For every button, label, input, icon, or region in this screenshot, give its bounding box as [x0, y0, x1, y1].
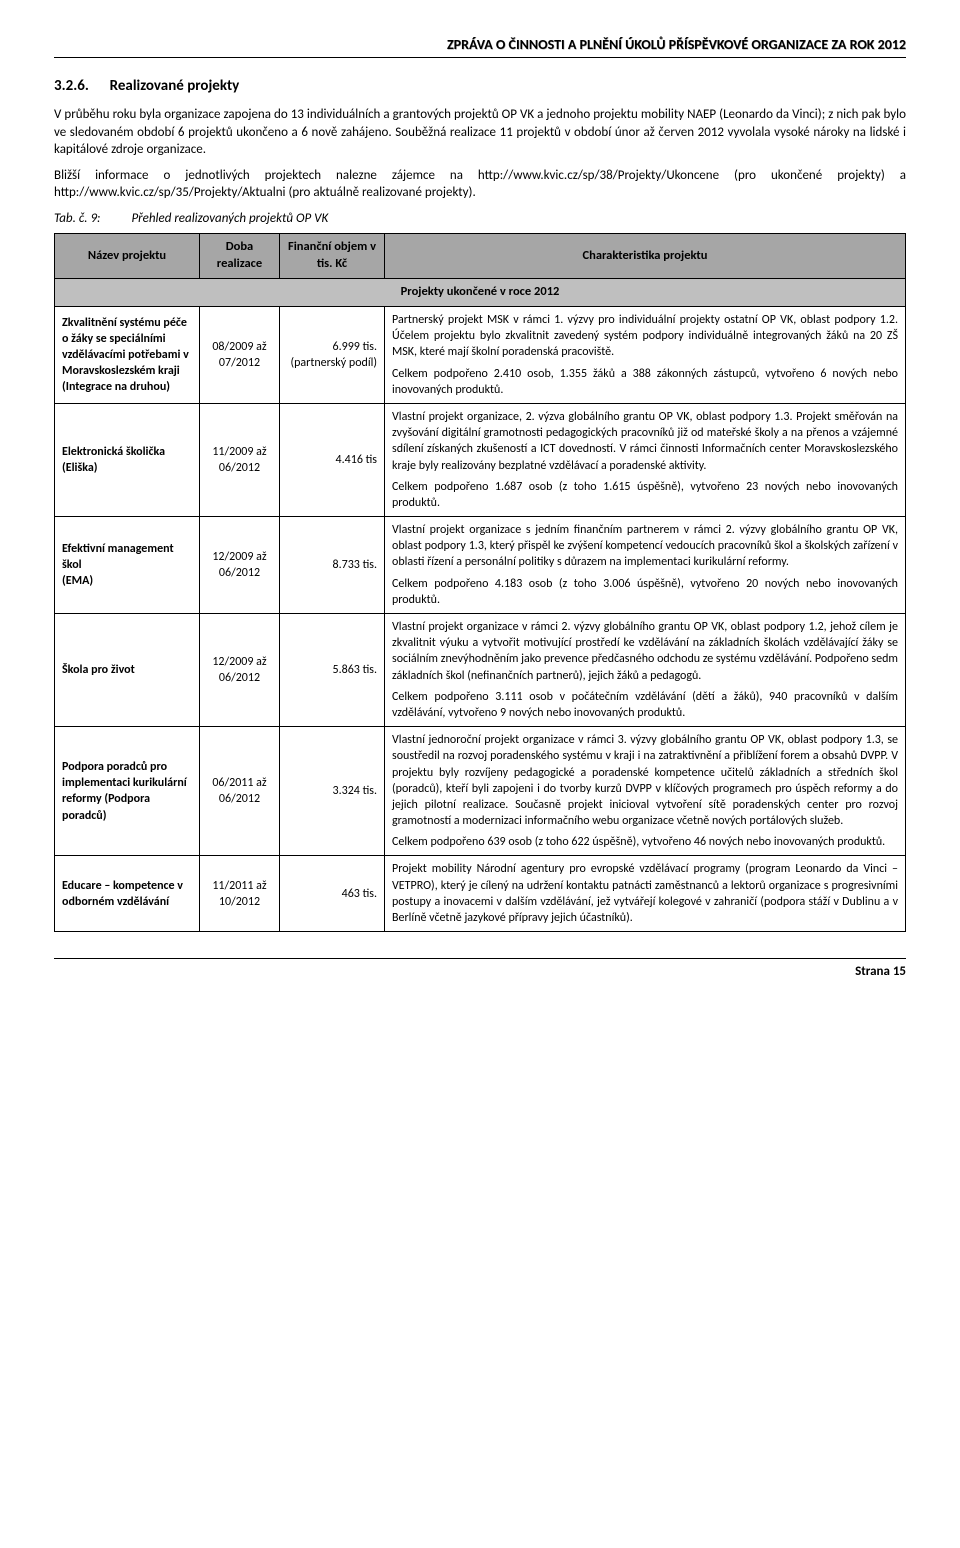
table-subheader-row: Projekty ukončené v roce 2012: [55, 279, 906, 307]
table-row: Elektronická školička (Eliška)11/2009 až…: [55, 403, 906, 516]
description-paragraph: Celkem podpořeno 1.687 osob (z toho 1.61…: [392, 479, 898, 511]
description-paragraph: Celkem podpořeno 639 osob (z toho 622 ús…: [392, 834, 898, 850]
project-period: 11/2009 až 06/2012: [200, 403, 280, 516]
table-caption-number: Tab. č. 9:: [54, 211, 101, 226]
project-period: 12/2009 až 06/2012: [200, 614, 280, 727]
project-name: Elektronická školička (Eliška): [55, 403, 200, 516]
project-period: 11/2011 až 10/2012: [200, 856, 280, 932]
table-subheader: Projekty ukončené v roce 2012: [55, 279, 906, 307]
project-amount: 3.324 tis.: [280, 727, 385, 856]
description-paragraph: Partnerský projekt MSK v rámci 1. výzvy …: [392, 312, 898, 361]
project-description: Projekt mobility Národní agentury pro ev…: [385, 856, 906, 932]
project-period: 12/2009 až 06/2012: [200, 517, 280, 614]
projects-table: Název projektu Doba realizace Finanční o…: [54, 233, 906, 932]
page-footer: Strana 15: [54, 958, 906, 981]
report-title: ZPRÁVA O ČINNOSTI A PLNĚNÍ ÚKOLŮ PŘÍSPĚV…: [54, 36, 906, 58]
section-title: Realizované projekty: [110, 76, 240, 96]
table-row: Zkvalitnění systému péče o žáky se speci…: [55, 307, 906, 404]
table-row: Podpora poradců pro implementaci kurikul…: [55, 727, 906, 856]
project-description: Vlastní projekt organizace v rámci 2. vý…: [385, 614, 906, 727]
description-paragraph: Vlastní projekt organizace s jedním fina…: [392, 522, 898, 571]
project-name: Škola pro život: [55, 614, 200, 727]
description-paragraph: Celkem podpořeno 4.183 osob (z toho 3.00…: [392, 576, 898, 608]
table-row: Educare – kompetence v odborném vzdělává…: [55, 856, 906, 932]
description-paragraph: Vlastní projekt organizace v rámci 2. vý…: [392, 619, 898, 684]
project-description: Vlastní jednoroční projekt organizace v …: [385, 727, 906, 856]
project-name: Zkvalitnění systému péče o žáky se speci…: [55, 307, 200, 404]
project-amount: 4.416 tis: [280, 403, 385, 516]
table-row: Efektivní management škol(EMA)12/2009 až…: [55, 517, 906, 614]
project-amount: 463 tis.: [280, 856, 385, 932]
description-paragraph: Vlastní projekt organizace, 2. výzva glo…: [392, 409, 898, 474]
project-amount: 6.999 tis. (partnerský podíl): [280, 307, 385, 404]
col-header-period: Doba realizace: [200, 234, 280, 279]
section-number: 3.2.6.: [54, 76, 89, 96]
section-paragraph: V průběhu roku byla organizace zapojena …: [54, 106, 906, 159]
description-paragraph: Projekt mobility Národní agentury pro ev…: [392, 861, 898, 926]
col-header-name: Název projektu: [55, 234, 200, 279]
project-period: 06/2011 až 06/2012: [200, 727, 280, 856]
table-caption-text: Přehled realizovaných projektů OP VK: [131, 211, 328, 226]
description-paragraph: Celkem podpořeno 3.111 osob v počátečním…: [392, 689, 898, 721]
table-caption: Tab. č. 9: Přehled realizovaných projekt…: [54, 210, 906, 228]
project-name: Educare – kompetence v odborném vzdělává…: [55, 856, 200, 932]
project-description: Vlastní projekt organizace, 2. výzva glo…: [385, 403, 906, 516]
section-heading-row: 3.2.6. Realizované projekty: [54, 76, 906, 96]
project-description: Vlastní projekt organizace s jedním fina…: [385, 517, 906, 614]
section-paragraph: Bližší informace o jednotlivých projekte…: [54, 167, 906, 202]
project-name: Efektivní management škol(EMA): [55, 517, 200, 614]
project-description: Partnerský projekt MSK v rámci 1. výzvy …: [385, 307, 906, 404]
project-amount: 8.733 tis.: [280, 517, 385, 614]
col-header-desc: Charakteristika projektu: [385, 234, 906, 279]
col-header-amount: Finanční objem v tis. Kč: [280, 234, 385, 279]
description-paragraph: Celkem podpořeno 2.410 osob, 1.355 žáků …: [392, 366, 898, 398]
project-name: Podpora poradců pro implementaci kurikul…: [55, 727, 200, 856]
project-period: 08/2009 až 07/2012: [200, 307, 280, 404]
project-amount: 5.863 tis.: [280, 614, 385, 727]
description-paragraph: Vlastní jednoroční projekt organizace v …: [392, 732, 898, 829]
table-header-row: Název projektu Doba realizace Finanční o…: [55, 234, 906, 279]
table-row: Škola pro život12/2009 až 06/20125.863 t…: [55, 614, 906, 727]
